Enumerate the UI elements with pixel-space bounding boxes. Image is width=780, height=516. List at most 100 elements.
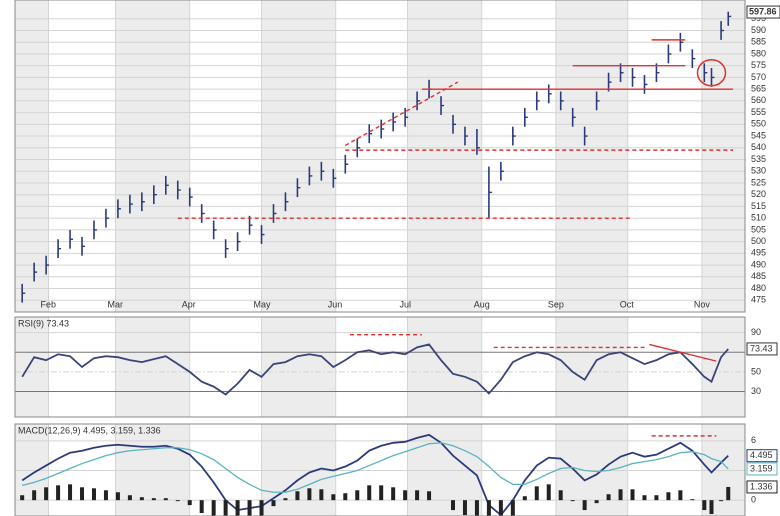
- month-band: [261, 317, 336, 417]
- macd-line: [22, 442, 729, 493]
- histogram-bar: [618, 489, 623, 501]
- panel: [15, 317, 745, 417]
- histogram-bar: [295, 491, 300, 501]
- histogram-bar: [534, 486, 539, 501]
- panel: [15, 0, 745, 312]
- y-tick-label: 560: [751, 95, 766, 105]
- histogram-bar: [91, 488, 96, 501]
- histogram-bar: [139, 497, 144, 501]
- histogram-bar: [690, 499, 695, 501]
- histogram-bar: [223, 500, 228, 516]
- y-tick-label: 495: [751, 248, 766, 258]
- y-tick-label: 500: [751, 236, 766, 246]
- histogram-bar: [80, 487, 85, 501]
- y-tick-label: 550: [751, 119, 766, 129]
- histogram-bar: [187, 500, 192, 506]
- y-tick-label: 90: [751, 327, 761, 337]
- histogram-bar: [451, 500, 455, 511]
- rsi-line: [21, 343, 729, 396]
- y-tick-label: 30: [751, 386, 761, 396]
- macd-last-label: 1.336: [750, 481, 773, 491]
- histogram-bar: [115, 492, 120, 501]
- y-tick-label: 535: [751, 154, 766, 164]
- macd-last-label: 4.495: [750, 450, 773, 460]
- month-band: [701, 0, 745, 312]
- month-band: [407, 317, 482, 417]
- histogram-bar: [391, 487, 396, 501]
- y-tick-label: 545: [751, 130, 766, 140]
- y-tick-label: 575: [751, 60, 766, 70]
- y-tick-label: 585: [751, 37, 766, 47]
- month-band: [115, 0, 190, 312]
- histogram-bar: [259, 500, 264, 516]
- histogram-bar: [510, 500, 515, 516]
- histogram-bar: [558, 490, 563, 501]
- panel-frame: [14, 0, 746, 313]
- x-tick-label: Feb: [41, 299, 57, 309]
- histogram-bar: [331, 494, 336, 501]
- histogram-bar: [403, 490, 408, 501]
- x-tick-label: Jun: [328, 299, 343, 309]
- histogram-bar: [247, 500, 252, 516]
- y-tick-label: 510: [751, 213, 766, 223]
- panel-title: RSI(9) 73.43: [18, 318, 69, 328]
- last-price-box: [746, 5, 780, 19]
- x-tick-label: May: [254, 299, 272, 309]
- month-band: [555, 0, 628, 312]
- y-tick-label: 505: [751, 224, 766, 234]
- month-band: [701, 317, 745, 417]
- histogram-bar: [666, 492, 671, 501]
- histogram-bar: [235, 500, 240, 516]
- histogram-bar: [709, 500, 714, 515]
- y-tick-label: 50: [751, 366, 761, 376]
- y-tick-label: 580: [751, 48, 766, 58]
- histogram-bar: [702, 500, 707, 511]
- y-tick-label: 485: [751, 271, 766, 281]
- panel-frame: [14, 316, 746, 418]
- y-tick-label: 530: [751, 166, 766, 176]
- histogram-bar: [570, 500, 575, 502]
- histogram-bar: [175, 500, 180, 502]
- histogram-bar: [498, 500, 503, 516]
- y-tick-label: 565: [751, 84, 766, 94]
- rsi-last-label: 73.43: [750, 343, 773, 353]
- y-tick-label: 515: [751, 201, 766, 211]
- panel-title: MACD(12,26,9) 4.495, 3.159, 1.336: [18, 425, 161, 435]
- last-price-label: 597.86: [749, 6, 777, 16]
- y-tick-label: 590: [751, 25, 766, 35]
- histogram-bar: [462, 500, 467, 516]
- month-band: [407, 0, 482, 312]
- macd-last-box: [746, 462, 778, 476]
- histogram-bar: [283, 498, 288, 501]
- x-tick-label: Jul: [400, 299, 412, 309]
- histogram-bar: [642, 495, 647, 501]
- y-tick-label: 525: [751, 177, 766, 187]
- histogram-bar: [103, 490, 108, 501]
- month-band: [15, 317, 49, 417]
- y-tick-label: 490: [751, 259, 766, 269]
- histogram-bar: [271, 500, 276, 507]
- histogram-bar: [678, 490, 683, 501]
- histogram-bar: [367, 485, 372, 501]
- histogram-bar: [127, 495, 132, 501]
- panel: [15, 424, 745, 516]
- histogram-bar: [20, 495, 25, 501]
- histogram-bar: [474, 500, 479, 516]
- histogram-bar: [56, 485, 61, 501]
- y-tick-label: 6: [751, 435, 756, 445]
- annotation-line: [649, 343, 717, 362]
- macd-last-box: [746, 449, 778, 463]
- annotation-circle: [696, 58, 727, 87]
- x-tick-label: Mar: [108, 299, 124, 309]
- histogram-bar: [379, 485, 384, 501]
- histogram-bar: [32, 490, 37, 501]
- month-band: [15, 0, 49, 312]
- rsi-last-box: [746, 342, 778, 356]
- histogram-bar: [68, 484, 73, 501]
- y-tick-label: 0: [751, 495, 756, 505]
- y-tick-label: 480: [751, 283, 766, 293]
- histogram-bar: [211, 500, 216, 516]
- histogram-bar: [486, 500, 491, 516]
- histogram-bar: [630, 489, 635, 501]
